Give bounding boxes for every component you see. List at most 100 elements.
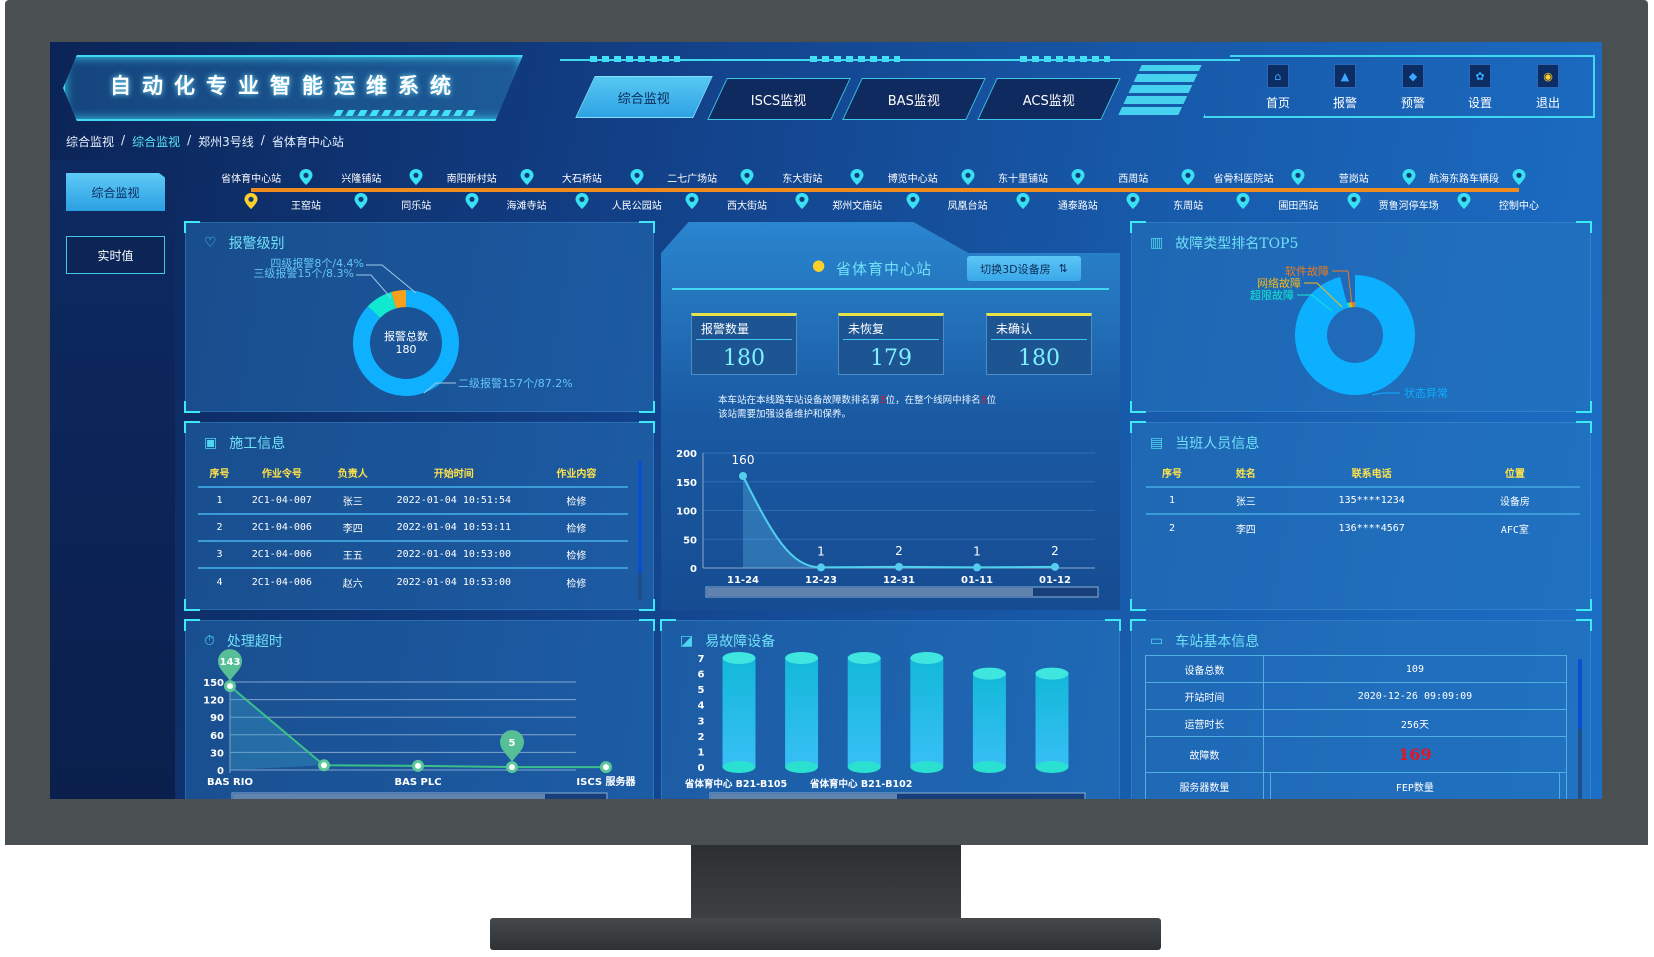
- station-label[interactable]: 郑州文庙站: [832, 201, 883, 212]
- station-label[interactable]: 东大街站: [782, 174, 823, 185]
- data-zoom-handle[interactable]: [233, 794, 545, 800]
- pie-slice: [391, 290, 406, 309]
- chart-label: 12-31: [883, 575, 915, 586]
- table-row[interactable]: 1 张三 135****1234 设备房: [1146, 486, 1580, 514]
- station-label[interactable]: 王窑站: [291, 201, 321, 212]
- table-row[interactable]: 2 李四 136****4567 AFC室: [1146, 513, 1580, 541]
- station-label[interactable]: 博览中心站: [887, 174, 938, 185]
- station-label[interactable]: 营岗站: [1338, 174, 1369, 185]
- badge-icon: ▤: [1150, 435, 1164, 451]
- table-row[interactable]: 2 2C1-04-006 李四 2022-01-04 10:53:11 检修: [198, 513, 628, 541]
- station-pin-icon[interactable]: [299, 169, 313, 185]
- bar-base: [972, 761, 1006, 773]
- station-label[interactable]: 东周站: [1173, 201, 1204, 212]
- header-decoration: [333, 110, 477, 116]
- table-cell: 2: [198, 513, 241, 541]
- tab-iscs[interactable]: ISCS监视: [707, 78, 851, 120]
- breadcrumb-item[interactable]: 综合监视: [132, 135, 181, 149]
- breadcrumb-item[interactable]: 综合监视: [66, 135, 115, 149]
- data-zoom-handle[interactable]: [711, 794, 897, 800]
- scrollbar[interactable]: [638, 461, 642, 601]
- station-pin-icon[interactable]: [1236, 193, 1250, 209]
- station-pin-icon[interactable]: [1402, 169, 1416, 185]
- table-cell: 张三: [322, 486, 383, 514]
- data-point: [1051, 562, 1059, 571]
- chart-label: 120: [203, 696, 224, 707]
- table-row[interactable]: 1 2C1-04-007 张三 2022-01-04 10:51:54 检修: [198, 486, 628, 514]
- station-pin-icon[interactable]: [740, 169, 754, 185]
- nav-label: 报警: [1332, 96, 1357, 110]
- chart-label: 省体育中心 B21-B105: [684, 778, 787, 790]
- station-name: 省体育中心站: [836, 260, 933, 278]
- bar-top: [1035, 667, 1069, 680]
- pie-slice: [1295, 275, 1415, 395]
- calendar-icon: ▭: [1150, 633, 1164, 649]
- station-pin-icon[interactable]: [1016, 193, 1030, 209]
- station-pin-icon[interactable]: [795, 193, 809, 209]
- station-pin-icon[interactable]: [1512, 169, 1526, 185]
- station-label[interactable]: 省骨科医院站: [1213, 174, 1274, 185]
- station-label[interactable]: 南阳新村站: [446, 174, 497, 185]
- table-row[interactable]: 3 2C1-04-006 王五 2022-01-04 10:53:00 检修: [198, 540, 628, 568]
- station-label[interactable]: 西大街站: [727, 201, 768, 212]
- station-pin-icon[interactable]: [685, 193, 699, 209]
- sidebar-item-realtime[interactable]: 实时值: [66, 236, 165, 274]
- station-pin-icon[interactable]: [1126, 193, 1140, 209]
- station-label[interactable]: 省体育中心站: [221, 174, 282, 185]
- trend-icon: ◪: [680, 633, 694, 649]
- station-pin-icon[interactable]: [850, 169, 864, 185]
- station-pin-icon[interactable]: [520, 169, 534, 185]
- data-zoom-handle[interactable]: [707, 588, 1033, 596]
- scrollbar[interactable]: [1578, 659, 1582, 809]
- station-pin-icon[interactable]: [575, 193, 589, 209]
- leader-line: [1332, 270, 1353, 306]
- table-row[interactable]: 4 2C1-04-006 赵六 2022-01-04 10:53:00 检修: [198, 567, 628, 595]
- station-pin-icon[interactable]: [244, 193, 258, 209]
- station-label[interactable]: 圃田西站: [1278, 201, 1319, 212]
- station-label[interactable]: 控制中心: [1498, 201, 1539, 212]
- nav-bell[interactable]: ◆ 预警: [1388, 64, 1438, 111]
- station-label[interactable]: 同乐站: [401, 201, 432, 212]
- sidebar-item-comprehensive[interactable]: 综合监视: [66, 173, 165, 211]
- station-pin-icon[interactable]: [961, 169, 975, 185]
- station-pin-icon[interactable]: [1347, 193, 1361, 209]
- tab-acs[interactable]: ACS监视: [977, 78, 1121, 120]
- chart-label: 1: [817, 544, 825, 558]
- station-pin-icon[interactable]: [1457, 193, 1471, 209]
- data-zoom-slider[interactable]: [709, 792, 1086, 800]
- station-label[interactable]: 东十里铺站: [997, 174, 1048, 185]
- station-pin-icon[interactable]: [354, 193, 368, 209]
- panel-title: 施工信息: [229, 436, 286, 452]
- station-label[interactable]: 兴隆铺站: [341, 174, 382, 185]
- switch-3d-button[interactable]: 切换3D设备房 ⇅: [967, 256, 1081, 281]
- nav-gear[interactable]: ✿ 设置: [1455, 64, 1505, 111]
- bar-base: [722, 761, 756, 773]
- station-pin-icon[interactable]: [1181, 169, 1195, 185]
- station-label[interactable]: 西周站: [1118, 174, 1149, 185]
- station-label[interactable]: 通泰路站: [1057, 201, 1098, 212]
- station-pin-icon[interactable]: [630, 169, 644, 185]
- leader-line: [1304, 282, 1343, 308]
- tab-bas[interactable]: BAS监视: [842, 78, 986, 120]
- nav-home[interactable]: ⌂ 首页: [1253, 64, 1303, 111]
- station-pin-icon[interactable]: [465, 193, 479, 209]
- nav-alarm[interactable]: ▲ 报警: [1320, 64, 1370, 111]
- column-header: 位置: [1504, 469, 1525, 480]
- station-pin-icon[interactable]: [1291, 169, 1305, 185]
- chart-label: 软件故障: [1285, 264, 1329, 278]
- tab-comprehensive[interactable]: 综合监视: [575, 76, 713, 118]
- station-label[interactable]: 凤凰台站: [947, 201, 988, 212]
- station-label[interactable]: 航海东路车辆段: [1429, 174, 1499, 185]
- station-label[interactable]: 贾鲁河停车场: [1378, 201, 1439, 212]
- station-pin-icon[interactable]: [409, 169, 423, 185]
- station-pin-icon[interactable]: [906, 193, 920, 209]
- station-label[interactable]: 二七广场站: [667, 174, 718, 185]
- station-pin-icon[interactable]: [1071, 169, 1085, 185]
- table-row: 服务器数量 FEP数量: [1145, 772, 1568, 800]
- station-label[interactable]: 人民公园站: [611, 201, 662, 212]
- station-label[interactable]: 大石桥站: [561, 174, 602, 185]
- breadcrumb-item[interactable]: 郑州3号线: [198, 135, 254, 149]
- table-cell: 2: [1146, 513, 1199, 541]
- station-label[interactable]: 海滩寺站: [506, 201, 547, 212]
- nav-exit[interactable]: ◉ 退出: [1523, 64, 1573, 111]
